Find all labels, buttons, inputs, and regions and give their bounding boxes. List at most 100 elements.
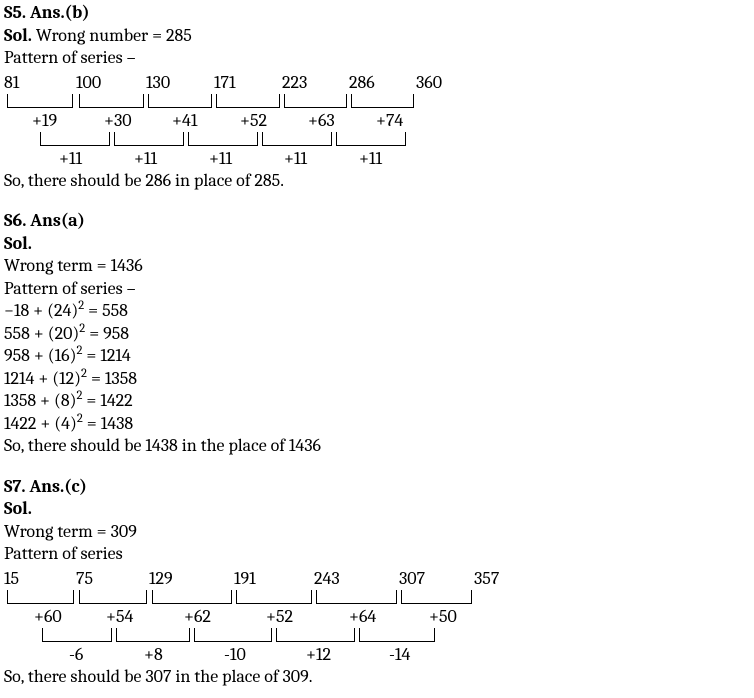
s5-diff2-val-2: +11 (209, 148, 232, 171)
s5-bracket1-5 (351, 94, 414, 108)
s6-lines: −18 + (24)2 = 558558 + (20)2 = 958958 + … (4, 300, 750, 435)
s7-diff2-val-0: -6 (69, 644, 83, 667)
s5-series-val-0: 81 (4, 72, 19, 95)
s6-header: S6. Ans(a) (4, 210, 85, 231)
s5-series-diagram: 81100130171223286360 +19+30+41+52+63+74 … (4, 72, 750, 170)
s6-line-0-rhs: = 558 (84, 300, 128, 321)
s7-bracket1-0 (7, 590, 74, 604)
s5-bracket2-3 (262, 132, 332, 146)
s7-series-val-1: 75 (76, 568, 93, 591)
s7-series-val-0: 15 (4, 568, 19, 591)
s6-line-5-lhs: 1422 + (4) (4, 413, 77, 434)
s7-bracket2-2 (194, 628, 272, 642)
s7-diff1-val-1: +54 (106, 606, 133, 629)
s5-bracket2-2 (188, 132, 258, 146)
s5-diff1-val-0: +19 (32, 110, 57, 133)
s5-diff2-val-0: +11 (59, 148, 82, 171)
s6-line-3: 1214 + (12)2 = 1358 (4, 368, 750, 391)
s7-diff1-val-4: +64 (349, 606, 376, 629)
s5-bracket1-1 (79, 94, 144, 108)
s7-diff2-val-4: -14 (389, 644, 410, 667)
s6-line-4-rhs: = 1422 (82, 390, 132, 411)
s7-bracket1-3 (236, 590, 312, 604)
s6-line-5-rhs: = 1438 (83, 413, 133, 434)
s6-wrong-line: Wrong term = 1436 (4, 255, 750, 278)
s7-sol-label: Sol. (4, 498, 32, 519)
s7-diff2-val-1: +8 (144, 644, 163, 667)
s5-bracket1-2 (148, 94, 212, 108)
s7-diff2-row: -6 +8 -10 +12 -14 (4, 644, 750, 666)
s7-diff1-val-0: +60 (34, 606, 62, 629)
s7-diff2-val-3: +12 (306, 644, 331, 667)
s5-conclusion: So, there should be 286 in place of 285. (4, 170, 750, 193)
s6-line-2-rhs: = 1214 (82, 345, 130, 366)
s5-pattern-label: Pattern of series – (4, 47, 750, 70)
page: S5. Ans.(b) Sol. Wrong number = 285 Patt… (0, 0, 754, 698)
s7-series-val-3: 191 (234, 568, 256, 591)
s7-bracket-row-2 (4, 628, 750, 644)
s6-pattern-label: Pattern of series – (4, 278, 750, 301)
s5-bracket1-4 (284, 94, 347, 108)
s5-bracket2-1 (114, 132, 184, 146)
s5-bracket-row-2 (4, 132, 750, 148)
s6-line-0: −18 + (24)2 = 558 (4, 300, 750, 323)
s7-series-diagram: 1575129191243307357 +60+54+62+52+64+50 -… (4, 568, 750, 666)
s6-sol-label: Sol. (4, 233, 32, 254)
s7-bracket1-5 (401, 590, 472, 604)
s7-diff1-val-3: +52 (266, 606, 293, 629)
s7-series-val-6: 357 (474, 568, 499, 591)
s5-bracket1-0 (7, 94, 73, 108)
s5-wrong-line: Wrong number = 285 (32, 25, 192, 46)
s7-bracket2-4 (359, 628, 435, 642)
s5-header: S5. Ans.(b) (4, 2, 90, 23)
s5-bracket1-3 (216, 94, 280, 108)
s7-pattern-label: Pattern of series (4, 543, 750, 566)
s7-block: S7. Ans.(c) Sol. Wrong term = 309 Patter… (4, 476, 750, 689)
s5-bracket2-0 (40, 132, 110, 146)
s7-series-val-5: 307 (399, 568, 425, 591)
s5-diff1-val-3: +52 (240, 110, 267, 133)
s6-line-0-lhs: −18 + (24) (4, 300, 78, 321)
s7-bracket1-1 (79, 590, 147, 604)
s5-series-val-3: 171 (214, 72, 236, 95)
s5-diff1-row: +19 +30 +41 +52 +63 +74 (4, 110, 750, 132)
s7-conclusion: So, there should be 307 in the place of … (4, 666, 750, 689)
s5-diff2-val-3: +11 (284, 148, 307, 171)
s7-series-row: 1575129191243307357 (4, 568, 750, 590)
s5-diff1-val-2: +41 (172, 110, 197, 133)
s5-bracket2-4 (336, 132, 406, 146)
s5-diff2-val-1: +11 (134, 148, 157, 171)
s6-line-1-rhs: = 958 (85, 323, 129, 344)
s5-series-row: 81100130171223286360 (4, 72, 750, 94)
s5-series-val-1: 100 (76, 72, 101, 95)
s6-line-4: 1358 + (8)2 = 1422 (4, 390, 750, 413)
s7-header: S7. Ans.(c) (4, 476, 87, 497)
s5-diff1-val-1: +30 (104, 110, 132, 133)
s5-diff2-row: +11 +11 +11 +11 +11 (4, 148, 750, 170)
s5-series-val-6: 360 (416, 72, 442, 95)
s5-diff2-val-4: +11 (359, 148, 382, 171)
s6-conclusion: So, there should be 1438 in the place of… (4, 435, 750, 458)
s6-line-2: 958 + (16)2 = 1214 (4, 345, 750, 368)
s7-bracket2-1 (116, 628, 190, 642)
s5-diff1-val-5: +74 (376, 110, 403, 133)
s7-bracket1-2 (152, 590, 232, 604)
s6-line-3-lhs: 1214 + (12) (4, 368, 81, 389)
s7-diff1-val-2: +62 (184, 606, 211, 629)
s5-series-val-4: 223 (282, 72, 307, 95)
s5-block: S5. Ans.(b) Sol. Wrong number = 285 Patt… (4, 2, 750, 192)
s7-bracket2-0 (42, 628, 112, 642)
s5-sol-label: Sol. (4, 25, 32, 46)
s7-diff1-val-5: +50 (429, 606, 457, 629)
s7-diff2-val-2: -10 (224, 644, 246, 667)
s6-line-5: 1422 + (4)2 = 1438 (4, 413, 750, 436)
s5-series-val-5: 286 (349, 72, 375, 95)
s5-bracket-row-1 (4, 94, 750, 110)
s7-bracket-row-1 (4, 590, 750, 606)
s7-bracket1-4 (316, 590, 397, 604)
s7-bracket2-3 (276, 628, 355, 642)
s5-diff1-val-4: +63 (308, 110, 335, 133)
s7-wrong-line: Wrong term = 309 (4, 521, 750, 544)
s6-line-1-lhs: 558 + (20) (4, 323, 79, 344)
s6-block: S6. Ans(a) Sol. Wrong term = 1436 Patter… (4, 210, 750, 458)
